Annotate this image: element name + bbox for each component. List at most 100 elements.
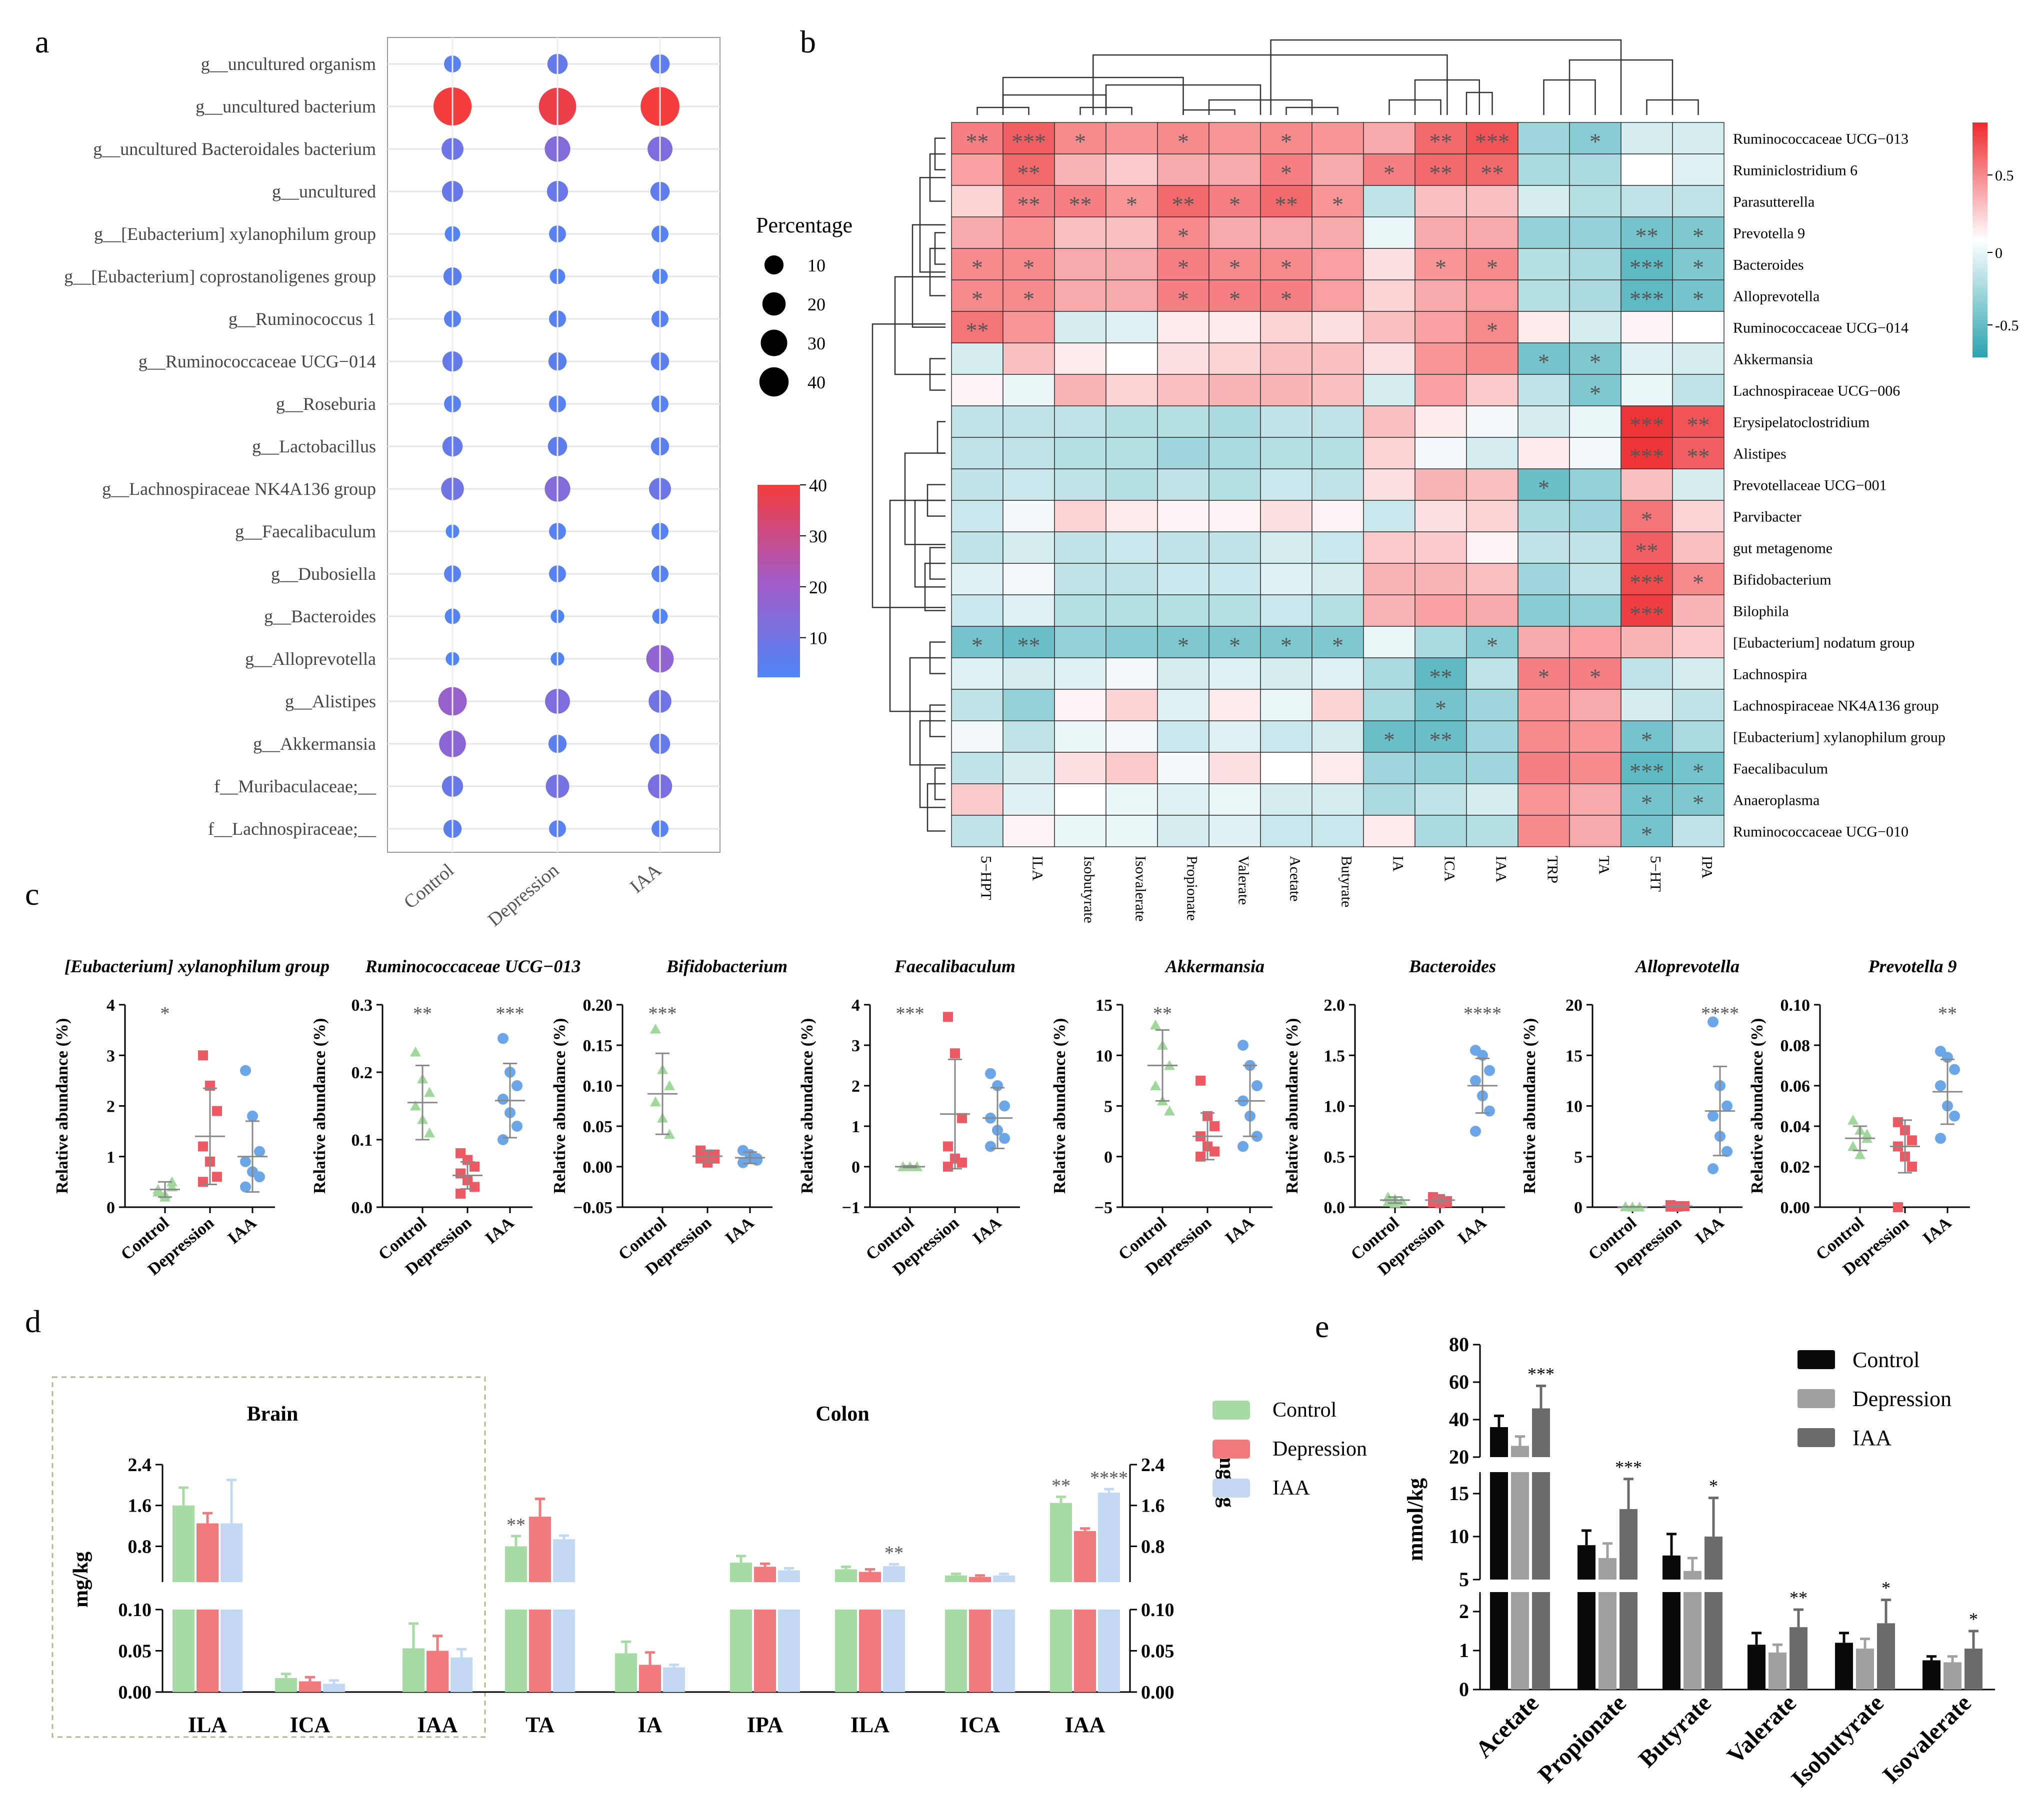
heatmap-cell xyxy=(1672,783,1724,816)
heatmap-cell xyxy=(1620,437,1673,469)
heatmap-cell xyxy=(1002,248,1055,280)
data-point xyxy=(1907,1162,1917,1172)
data-point xyxy=(950,1048,960,1059)
heatmap-cell xyxy=(1157,153,1210,186)
y-tick-label: 2.0 xyxy=(1324,996,1346,1015)
bar xyxy=(1578,1592,1596,1690)
row-label: Ruminococcaceae UCG−014 xyxy=(1733,320,1908,336)
data-point xyxy=(498,1094,508,1105)
genus-label: g__uncultured Bacteroidales bacterium xyxy=(93,139,376,159)
heatmap-cell xyxy=(1002,405,1055,438)
heatmap-cell xyxy=(1002,594,1055,627)
y-tick-label: 20 xyxy=(1449,1446,1469,1468)
significance-mark: * xyxy=(1486,318,1498,343)
bar xyxy=(1922,1660,1940,1690)
row-label: Ruminococcaceae UCG−013 xyxy=(1733,131,1908,147)
y-tick-label: 2.4 xyxy=(1141,1455,1165,1476)
y-tick-label: 0.00 xyxy=(118,1682,152,1703)
bar xyxy=(426,1651,448,1692)
significance-mark: * xyxy=(1692,570,1704,595)
bar xyxy=(1620,1592,1638,1690)
heatmap-cell xyxy=(1054,122,1106,154)
row-label: Ruminococcaceae UCG−010 xyxy=(1733,824,1908,840)
bar xyxy=(529,1517,551,1582)
y-tick-label: 0 xyxy=(1104,1148,1112,1167)
data-point xyxy=(943,1141,953,1152)
heatmap-cell xyxy=(1414,500,1467,532)
bar xyxy=(1532,1592,1550,1690)
significance-mark: * xyxy=(1538,475,1550,501)
y-axis-label: Relative abundance (%) xyxy=(798,1018,816,1194)
heatmap-cell xyxy=(1002,500,1055,532)
heatmap-cell xyxy=(1620,374,1673,406)
significance-mark: * xyxy=(1435,696,1446,721)
heatmap-cell xyxy=(951,248,1004,280)
genus-label: g__Lactobacillus xyxy=(252,436,376,456)
y-tick-label: 1 xyxy=(852,1118,860,1136)
significance-mark: ** xyxy=(1790,1588,1808,1608)
row-dendrogram-branch xyxy=(872,323,946,608)
data-point xyxy=(1848,1114,1858,1125)
y-tick-label: 4 xyxy=(852,996,860,1015)
heatmap-cell xyxy=(1260,657,1312,690)
significance-mark: * xyxy=(972,286,983,312)
heatmap-cell xyxy=(1208,311,1261,343)
heatmap-cell xyxy=(1106,216,1158,249)
significance-mark: * xyxy=(1709,1476,1718,1496)
significance-mark: * xyxy=(1178,286,1189,312)
row-dendrogram-branch xyxy=(889,499,946,712)
heatmap-cell xyxy=(1518,815,1570,847)
y-tick-label: 0.02 xyxy=(1780,1158,1810,1177)
y-tick-label: 0.08 xyxy=(1780,1037,1810,1055)
row-label: gut metagenome xyxy=(1733,540,1832,557)
heatmap-cell xyxy=(1363,122,1416,154)
heatmap-cell xyxy=(1312,342,1364,375)
heatmap-cell xyxy=(951,720,1004,753)
x-tick-label: Propionate xyxy=(1533,1690,1632,1788)
axis-break xyxy=(1482,1458,1997,1471)
heatmap-cell xyxy=(951,437,1004,469)
data-point xyxy=(1470,1126,1481,1137)
data-point xyxy=(1238,1040,1248,1051)
heatmap-cell xyxy=(1106,153,1158,186)
significance-mark: *** xyxy=(1630,412,1664,438)
significance-mark: * xyxy=(1280,160,1292,186)
bar xyxy=(1598,1592,1616,1690)
heatmap-cell xyxy=(1414,563,1467,595)
significance-mark: * xyxy=(1590,129,1601,154)
heatmap-cell xyxy=(1312,374,1364,406)
subplot: Alloprevotella 0 5 10 15 20 Relative abundance… xyxy=(1520,956,1742,1279)
y-tick-label: 80 xyxy=(1449,1333,1469,1356)
x-tick-label: Valerate xyxy=(1722,1690,1802,1769)
heatmap-cell xyxy=(1208,752,1261,784)
heatmap-cell xyxy=(1002,752,1055,784)
bar xyxy=(553,1610,575,1692)
heatmap-cell xyxy=(1054,531,1106,564)
bar xyxy=(1964,1649,1982,1690)
color-bar-label: 0 xyxy=(1995,245,2002,261)
heatmap-cell xyxy=(1518,153,1570,186)
heatmap-cell xyxy=(1363,311,1416,343)
heatmap-cell xyxy=(1054,563,1106,595)
row-label: Akkermansia xyxy=(1733,351,1813,368)
heatmap-cell xyxy=(951,122,1004,154)
heatmap-cell xyxy=(1672,122,1724,154)
bar xyxy=(859,1572,881,1582)
heatmap-cell xyxy=(1414,783,1467,816)
y-tick-label: 3 xyxy=(106,1047,115,1065)
data-point xyxy=(999,1100,1010,1112)
col-label: Valerate xyxy=(1236,856,1252,905)
heatmap-cell xyxy=(1414,185,1467,217)
significance-mark: * xyxy=(1590,349,1601,375)
heatmap-cell xyxy=(1054,657,1106,690)
heatmap-cell xyxy=(1312,122,1364,154)
significance-mark: *** xyxy=(1528,1364,1554,1384)
significance-mark: *** xyxy=(1012,129,1046,154)
data-point xyxy=(1935,1133,1946,1144)
data-point xyxy=(1708,1016,1718,1028)
color-bar xyxy=(1972,122,1988,357)
heatmap-cell xyxy=(1518,531,1570,564)
significance-mark: ** xyxy=(1069,192,1092,217)
heatmap-cell xyxy=(1518,783,1570,816)
y-tick-label: 20 xyxy=(1566,996,1582,1015)
